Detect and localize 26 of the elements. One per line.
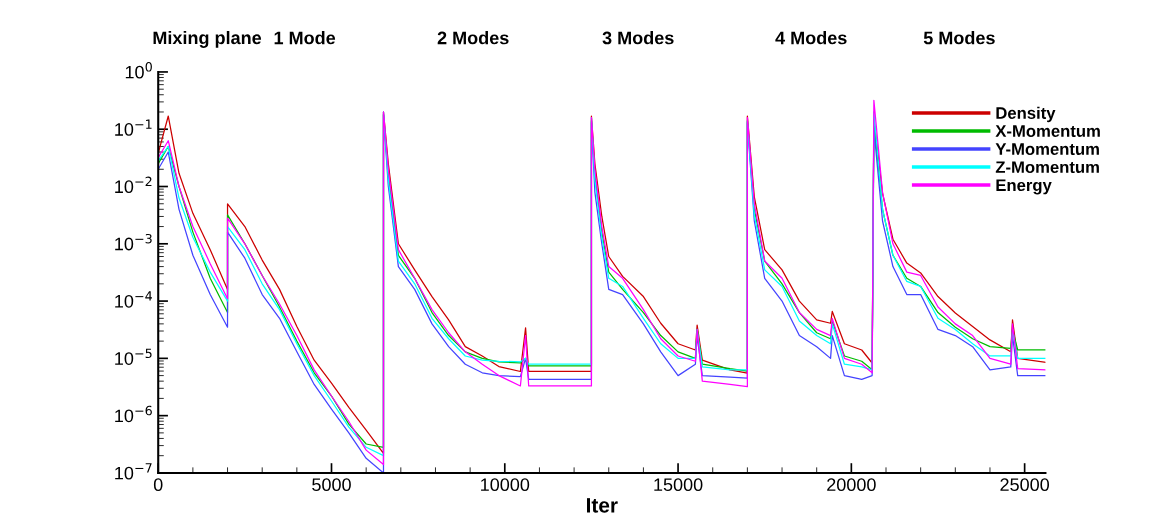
text: 4 Modes [775,31,847,45]
text: Mixing plane [153,30,262,48]
y-tick-label: 10$^{0}$ [125,62,152,79]
y-tick-label: 10$^{−1}$ [115,119,152,136]
x-tick-label: 5000 [312,478,351,492]
y-tick-label: 10$^{−7}$ [115,463,152,480]
legend-label: Y-Momentum [995,143,1099,155]
y-tick-label: 10$^{−6}$ [115,405,152,423]
legend-label: Density [996,106,1056,123]
text: 1 Mode [274,31,336,45]
x-axis-title: Iter [587,498,618,513]
legend-label: Z-Momentum [995,161,1099,174]
text: 5 Modes [923,31,995,45]
y-tick-label: 10$^{−3}$ [115,233,152,251]
legend-label: X-Momentum [995,125,1100,137]
x-tick-label: 10000 [481,478,530,492]
x-tick-label: 0 [153,478,163,492]
text: 3 Modes [602,31,674,45]
legend-label: Energy [996,179,1052,195]
x-tick-label: 20000 [827,478,876,492]
y-tick-label: 10$^{−5}$ [115,348,152,365]
y-tick-label: 10$^{−4}$ [115,291,152,308]
text: 2 Modes [437,31,509,45]
x-tick-label: 15000 [654,478,703,492]
x-tick-label: 25000 [1000,478,1050,492]
y-tick-label: 10$^{−2}$ [115,176,152,194]
